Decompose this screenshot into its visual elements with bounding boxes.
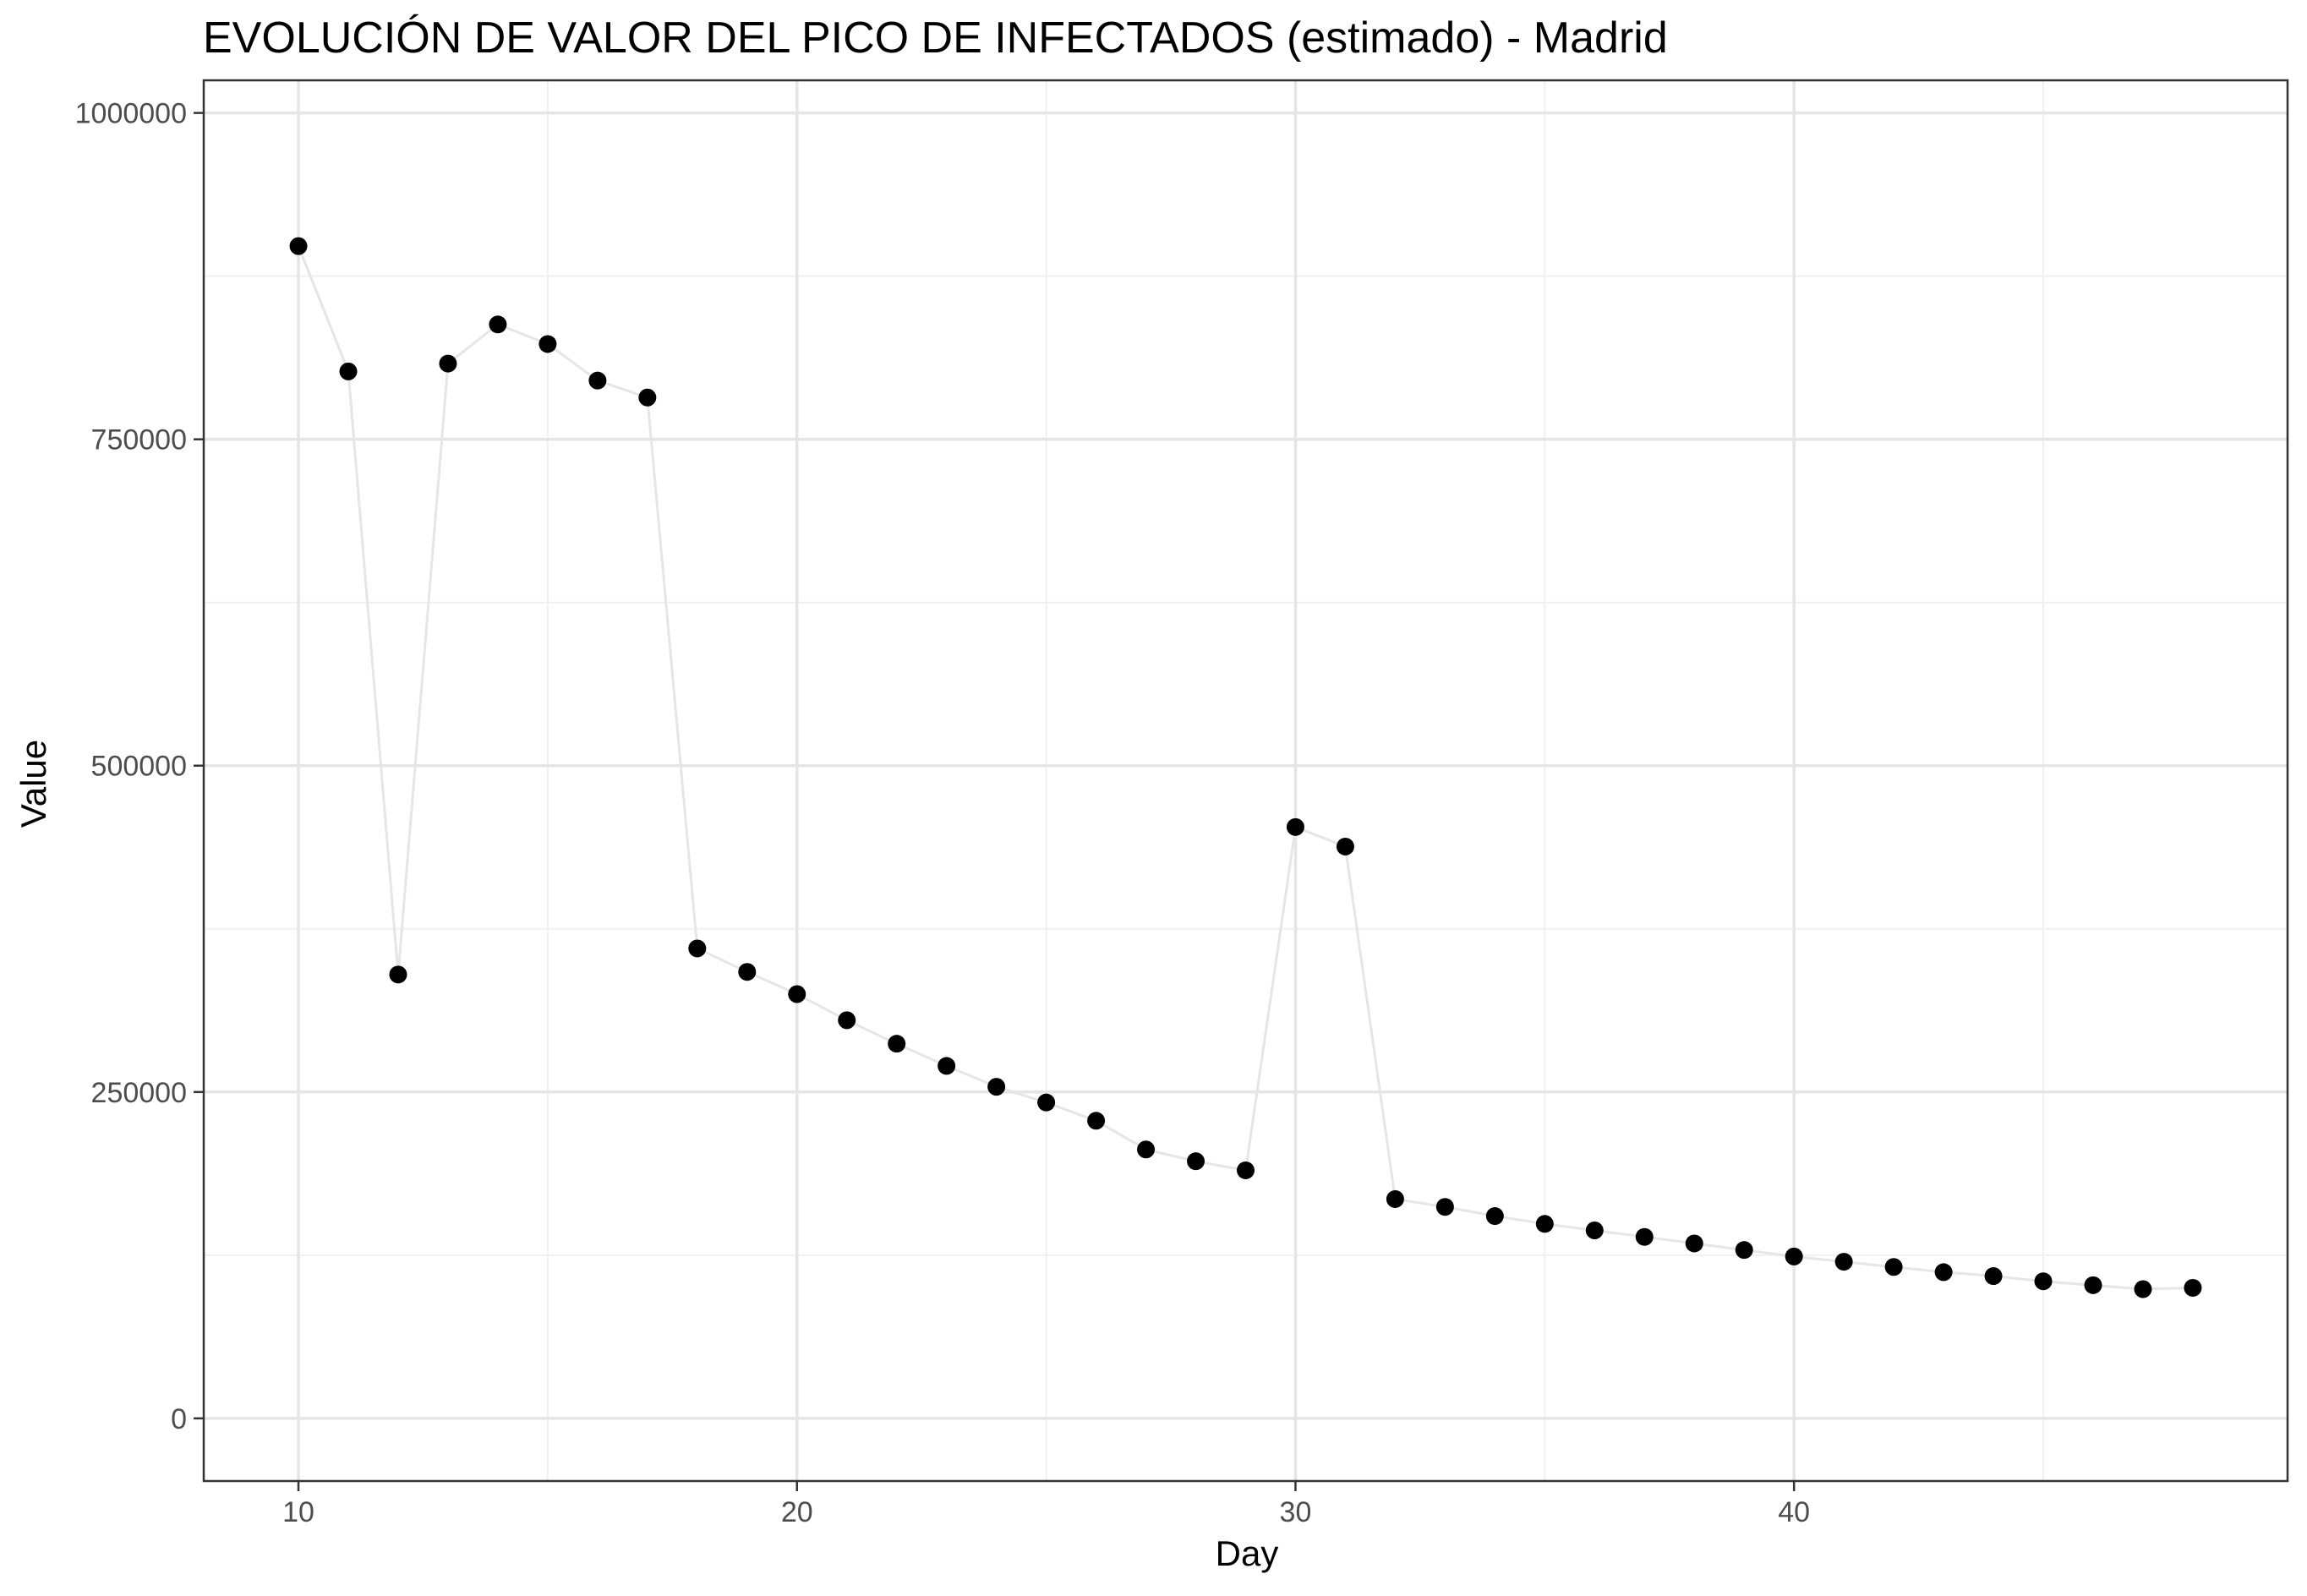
data-point bbox=[489, 315, 507, 334]
data-point bbox=[538, 335, 557, 353]
data-point bbox=[339, 362, 358, 380]
data-point bbox=[1037, 1093, 1056, 1112]
data-point bbox=[1386, 1189, 1404, 1208]
data-point bbox=[1984, 1267, 2003, 1286]
x-axis-title: Day bbox=[1216, 1533, 1279, 1573]
data-point bbox=[738, 963, 757, 981]
data-point bbox=[2184, 1278, 2202, 1297]
data-point bbox=[1237, 1161, 1255, 1179]
x-tick-label: 10 bbox=[282, 1496, 314, 1528]
data-point bbox=[1585, 1222, 1604, 1240]
data-point bbox=[987, 1078, 1006, 1096]
y-tick-label: 0 bbox=[171, 1403, 187, 1435]
data-point bbox=[389, 965, 407, 984]
x-tick-label: 40 bbox=[1778, 1496, 1810, 1528]
y-tick-label: 500000 bbox=[91, 751, 187, 783]
data-point bbox=[2084, 1276, 2102, 1294]
data-point bbox=[1884, 1258, 1903, 1276]
y-tick-label: 250000 bbox=[91, 1077, 187, 1109]
data-point bbox=[1735, 1241, 1753, 1260]
data-point bbox=[888, 1035, 906, 1053]
x-tick-label: 20 bbox=[781, 1496, 813, 1528]
data-point bbox=[2034, 1272, 2053, 1291]
data-point bbox=[1187, 1152, 1205, 1171]
y-tick-label: 750000 bbox=[91, 424, 187, 456]
data-point bbox=[1785, 1247, 1803, 1265]
plot-area: 10 20 30 40 0 250000 500000 750000 1000000 bbox=[75, 79, 2289, 1528]
data-point bbox=[688, 939, 707, 958]
data-point bbox=[2134, 1280, 2152, 1298]
data-point bbox=[289, 237, 308, 255]
y-axis-title: Value bbox=[14, 740, 53, 828]
data-point bbox=[1934, 1263, 1953, 1282]
chart-title: EVOLUCIÓN DE VALOR DEL PICO DE INFECTADO… bbox=[203, 14, 1668, 63]
data-point bbox=[1435, 1198, 1454, 1216]
data-point bbox=[1336, 837, 1354, 855]
data-point bbox=[788, 985, 806, 1003]
panel-border bbox=[202, 79, 2289, 1483]
data-point bbox=[938, 1057, 956, 1075]
data-point bbox=[1087, 1112, 1106, 1130]
data-point bbox=[1834, 1253, 1853, 1271]
data-point bbox=[1685, 1234, 1703, 1253]
data-point bbox=[638, 388, 657, 407]
data-point bbox=[1485, 1207, 1504, 1226]
data-point bbox=[1137, 1140, 1156, 1159]
x-tick-label: 30 bbox=[1280, 1496, 1312, 1528]
data-point bbox=[1535, 1215, 1554, 1233]
y-tick-label: 1000000 bbox=[75, 98, 187, 130]
data-point bbox=[439, 354, 457, 373]
data-point bbox=[1635, 1227, 1654, 1246]
data-point bbox=[838, 1011, 856, 1030]
data-point bbox=[588, 371, 607, 390]
data-point bbox=[1286, 817, 1304, 836]
